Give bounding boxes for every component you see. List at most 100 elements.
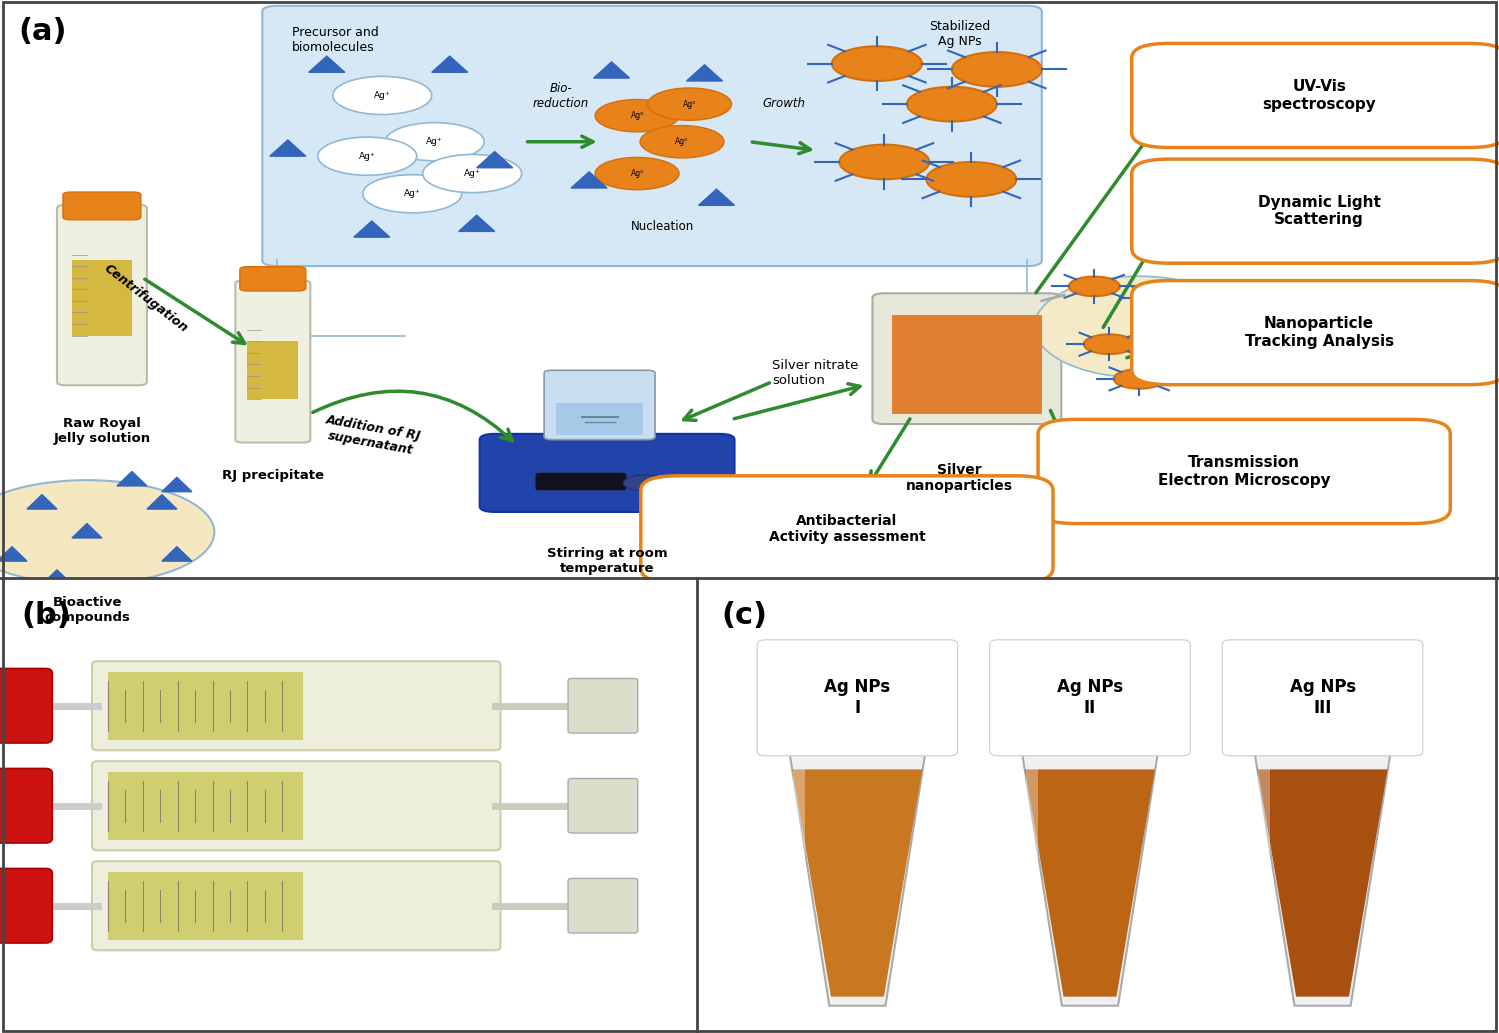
Circle shape — [926, 162, 1016, 196]
Text: Nucleation: Nucleation — [631, 220, 694, 232]
Text: Centrifugation: Centrifugation — [100, 261, 190, 335]
FancyBboxPatch shape — [1132, 43, 1499, 148]
Polygon shape — [594, 62, 630, 79]
Polygon shape — [699, 189, 735, 206]
Polygon shape — [27, 495, 57, 509]
Ellipse shape — [1034, 276, 1244, 377]
FancyBboxPatch shape — [235, 281, 310, 442]
Text: Ag NPs
II: Ag NPs II — [1057, 678, 1123, 717]
Text: Bioactive
compounds: Bioactive compounds — [43, 596, 130, 624]
FancyBboxPatch shape — [63, 192, 141, 220]
Polygon shape — [117, 471, 147, 486]
Circle shape — [669, 475, 711, 491]
FancyBboxPatch shape — [480, 434, 735, 512]
Text: Precursor and
biomolecules: Precursor and biomolecules — [292, 26, 379, 54]
FancyBboxPatch shape — [640, 476, 1052, 583]
Circle shape — [385, 123, 484, 161]
Text: Ag⁰: Ag⁰ — [631, 112, 643, 120]
Text: Ag⁺: Ag⁺ — [426, 137, 444, 147]
Circle shape — [1069, 277, 1120, 296]
Polygon shape — [72, 524, 102, 538]
FancyBboxPatch shape — [1132, 159, 1499, 263]
Text: Ag⁺: Ag⁺ — [373, 91, 391, 100]
Polygon shape — [432, 56, 468, 72]
FancyBboxPatch shape — [57, 205, 147, 385]
Text: Addition of RJ
supernatant: Addition of RJ supernatant — [322, 413, 421, 458]
Circle shape — [640, 126, 724, 158]
Text: Ag⁺: Ag⁺ — [463, 169, 481, 178]
Text: Growth: Growth — [763, 97, 805, 109]
Polygon shape — [790, 751, 925, 1006]
FancyBboxPatch shape — [568, 679, 637, 733]
FancyBboxPatch shape — [0, 668, 52, 743]
Text: Ag NPs
I: Ag NPs I — [824, 678, 890, 717]
FancyBboxPatch shape — [108, 671, 303, 740]
FancyBboxPatch shape — [872, 293, 1061, 424]
Text: RJ precipitate: RJ precipitate — [222, 469, 324, 481]
FancyBboxPatch shape — [247, 341, 298, 399]
Ellipse shape — [0, 480, 214, 585]
Circle shape — [363, 175, 462, 213]
Polygon shape — [309, 56, 345, 72]
FancyBboxPatch shape — [793, 770, 805, 997]
Text: Transmission
Electron Microscopy: Transmission Electron Microscopy — [1157, 456, 1331, 488]
Circle shape — [1136, 288, 1187, 308]
Polygon shape — [162, 477, 192, 492]
FancyBboxPatch shape — [1132, 281, 1499, 384]
FancyBboxPatch shape — [1025, 770, 1037, 997]
Text: Ag⁰: Ag⁰ — [684, 99, 696, 108]
Polygon shape — [162, 546, 192, 561]
Text: Raw Royal
Jelly solution: Raw Royal Jelly solution — [54, 416, 150, 444]
Polygon shape — [459, 215, 495, 231]
Polygon shape — [147, 495, 177, 509]
Polygon shape — [270, 140, 306, 156]
Polygon shape — [42, 570, 72, 585]
Text: UV-Vis
spectroscopy: UV-Vis spectroscopy — [1262, 80, 1376, 112]
FancyBboxPatch shape — [108, 772, 303, 840]
Text: (c): (c) — [721, 601, 767, 630]
FancyBboxPatch shape — [1037, 419, 1450, 524]
Circle shape — [952, 52, 1042, 87]
Text: Stabilized
Ag NPs: Stabilized Ag NPs — [929, 21, 989, 49]
FancyBboxPatch shape — [0, 769, 52, 843]
Circle shape — [595, 157, 679, 190]
Polygon shape — [1022, 751, 1159, 1006]
FancyBboxPatch shape — [91, 661, 501, 750]
FancyBboxPatch shape — [1258, 770, 1271, 997]
FancyBboxPatch shape — [757, 639, 958, 756]
FancyBboxPatch shape — [556, 403, 643, 435]
Polygon shape — [0, 546, 27, 561]
Text: Ag⁺: Ag⁺ — [358, 152, 376, 161]
Text: Silver
nanoparticles: Silver nanoparticles — [905, 463, 1013, 493]
Circle shape — [839, 145, 929, 180]
Circle shape — [318, 137, 417, 176]
FancyBboxPatch shape — [91, 862, 501, 950]
FancyBboxPatch shape — [240, 267, 306, 291]
Text: Nanoparticle
Tracking Analysis: Nanoparticle Tracking Analysis — [1244, 316, 1394, 349]
Circle shape — [832, 46, 922, 81]
Circle shape — [648, 88, 732, 120]
Polygon shape — [1258, 770, 1388, 997]
Polygon shape — [687, 65, 723, 81]
Text: Antibacterial
Activity assessment: Antibacterial Activity assessment — [769, 514, 925, 544]
Polygon shape — [1025, 770, 1154, 997]
Polygon shape — [354, 221, 390, 238]
Text: (b): (b) — [21, 601, 70, 630]
Text: Dynamic Light
Scattering: Dynamic Light Scattering — [1258, 195, 1381, 227]
Text: Ag⁰: Ag⁰ — [631, 169, 643, 178]
FancyBboxPatch shape — [108, 872, 303, 940]
FancyBboxPatch shape — [544, 370, 655, 440]
Text: Ag⁺: Ag⁺ — [403, 189, 421, 198]
FancyBboxPatch shape — [568, 878, 637, 933]
Polygon shape — [571, 171, 607, 188]
Text: Bio-
reduction: Bio- reduction — [532, 82, 589, 109]
FancyBboxPatch shape — [1222, 639, 1423, 756]
FancyBboxPatch shape — [262, 6, 1042, 267]
Text: Ag NPs
III: Ag NPs III — [1289, 678, 1355, 717]
Polygon shape — [477, 152, 513, 167]
Circle shape — [907, 87, 997, 122]
FancyBboxPatch shape — [892, 315, 1042, 413]
Text: (a): (a) — [18, 18, 66, 46]
FancyBboxPatch shape — [72, 260, 132, 336]
Circle shape — [333, 76, 432, 115]
